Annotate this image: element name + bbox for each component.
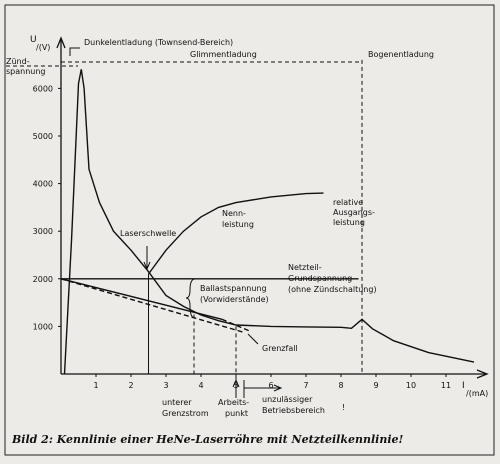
y-tick-label: 4000 — [33, 180, 53, 189]
annotation: Arbeits- — [218, 398, 249, 407]
annotation: Betriebsbereich — [262, 406, 325, 415]
curve — [63, 69, 475, 375]
annotation: Zünd- — [6, 57, 30, 66]
y-unit: /(V) — [36, 43, 50, 52]
x-label: I — [462, 381, 465, 391]
annotation: (ohne Zündschaltung) — [288, 285, 377, 294]
y-tick-label: 6000 — [33, 84, 53, 93]
y-tick-label: 5000 — [33, 132, 53, 141]
x-tick-label: 3 — [163, 381, 168, 390]
x-tick-label: 2 — [128, 381, 133, 390]
y-tick-label: 1000 — [33, 322, 53, 331]
x-tick-label: 1 — [93, 381, 98, 390]
y-arrow — [56, 36, 66, 49]
range-arrow — [244, 384, 283, 392]
annotation: Bogenentladung — [368, 50, 434, 59]
annotation: ! — [342, 403, 345, 412]
y-tick-label: 2000 — [33, 275, 53, 284]
x-tick-label: 9 — [373, 381, 378, 390]
x-tick-label: 6 — [268, 381, 273, 390]
frame — [4, 4, 495, 456]
annotation: Dunkelentladung (Townsend-Bereich) — [84, 38, 233, 47]
annotation: Nenn- — [222, 209, 246, 218]
annotation: unterer — [162, 398, 192, 407]
annotation: (Vorwiderstände) — [200, 295, 269, 304]
annotation: leistung — [333, 218, 365, 227]
annotation: relative — [333, 198, 363, 207]
annotation: spannung — [6, 67, 46, 76]
annotation: leistung — [222, 220, 254, 229]
x-tick-label: 7 — [303, 381, 308, 390]
annotation: Ballastspannung — [200, 284, 267, 293]
curve — [221, 318, 251, 332]
annotation: Grenzfall — [262, 344, 298, 353]
annotation: Ausgangs- — [333, 208, 375, 217]
limit-pointer — [247, 333, 259, 345]
x-tick-label: 8 — [338, 381, 343, 390]
x-arrow — [476, 369, 489, 379]
curve — [147, 192, 324, 275]
caption: Bild 2: Kennlinie einer HeNe-Laserröhre … — [11, 433, 403, 446]
annotation: unzulässiger — [262, 395, 313, 404]
annotation: Grenzstrom — [162, 409, 209, 418]
curve — [60, 278, 223, 320]
annotation: Grundspannung — [288, 274, 352, 283]
x-tick-label: 11 — [441, 381, 451, 390]
annotation: Netzteil- — [288, 263, 322, 272]
bracket — [69, 47, 80, 56]
annotation: Glimmentladung — [190, 50, 257, 59]
y-label: U — [30, 35, 37, 45]
annotation: Laserschwelle — [120, 229, 176, 238]
annotation: punkt — [225, 409, 248, 418]
x-tick-label: 10 — [406, 381, 416, 390]
x-tick-label: 4 — [198, 381, 203, 390]
x-unit: /(mA) — [466, 389, 488, 398]
y-tick-label: 3000 — [33, 227, 53, 236]
